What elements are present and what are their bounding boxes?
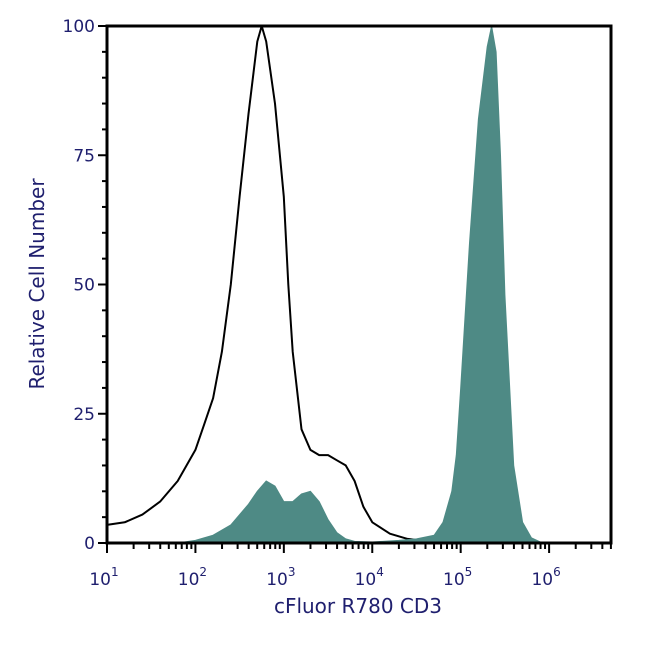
y-tick-label: 100: [63, 17, 95, 37]
x-tick-label: 106: [531, 565, 560, 590]
x-tick-label: 101: [89, 565, 118, 590]
histogram-outline-0: [106, 25, 461, 544]
plot-area: [106, 25, 550, 544]
y-tick-label: 0: [84, 534, 95, 554]
tick-labels: 0 25 50 75 100 101 102 103 104 105 106: [63, 17, 561, 590]
x-tick-label: 104: [355, 565, 384, 590]
histogram-filled-1: [177, 25, 550, 544]
y-axis-title: Relative Cell Number: [25, 178, 49, 390]
x-tick-label: 102: [178, 565, 207, 590]
plot-frame: [105, 24, 613, 545]
y-tick-label: 50: [73, 276, 95, 296]
y-tick-label: 75: [73, 146, 95, 166]
x-tick-label: 103: [266, 565, 295, 590]
axis-ticks: [98, 25, 612, 553]
x-axis-title: cFluor R780 CD3: [274, 594, 442, 618]
y-tick-label: 25: [73, 405, 95, 425]
x-tick-label: 105: [443, 565, 472, 590]
